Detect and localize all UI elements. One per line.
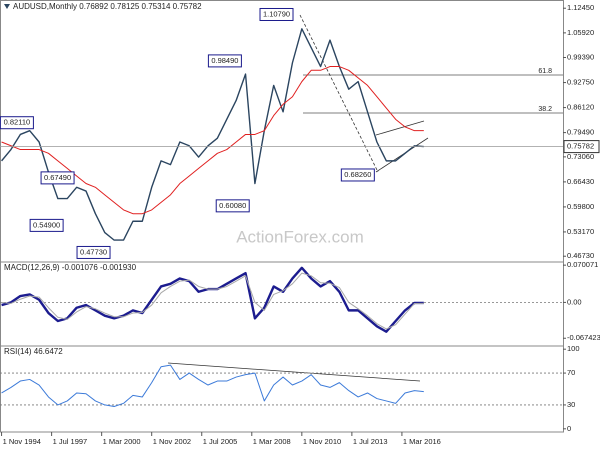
y-tick-label: 0.92750 bbox=[567, 78, 594, 87]
level-label: 0.54900 bbox=[33, 220, 60, 229]
x-tick-label: 1 Jul 2013 bbox=[353, 437, 388, 446]
level-label: 0.68260 bbox=[344, 170, 371, 179]
level-box bbox=[76, 245, 111, 259]
price-panel bbox=[0, 0, 564, 263]
level-label: 0.47730 bbox=[80, 247, 107, 256]
level-box bbox=[0, 116, 34, 130]
y-tick-label: 0.73060 bbox=[567, 152, 594, 161]
level-box bbox=[29, 218, 64, 232]
fib-label: 61.8 bbox=[538, 68, 552, 75]
watermark: ActionForex.com bbox=[236, 227, 364, 246]
series-line bbox=[1, 364, 424, 408]
macd-panel bbox=[0, 261, 564, 347]
y-tick-label: 70 bbox=[567, 368, 575, 377]
x-tick-label: 1 Mar 2016 bbox=[403, 437, 441, 446]
y-tick-label: 0.070071 bbox=[567, 260, 598, 269]
rsi-title: RSI(14) 46.6472 bbox=[4, 347, 63, 356]
level-box bbox=[215, 199, 250, 213]
y-tick-label: 30 bbox=[567, 400, 575, 409]
rsi-trend-line bbox=[167, 362, 421, 382]
chart-title: AUDUSD,Monthly 0.76892 0.78125 0.75314 0… bbox=[13, 2, 202, 11]
y-tick-label: 0.46730 bbox=[567, 251, 594, 260]
last-price-label: 0.75782 bbox=[567, 142, 594, 151]
y-tick-label: 0.53170 bbox=[567, 227, 594, 236]
level-label: 0.67490 bbox=[44, 173, 71, 182]
level-label: 0.82110 bbox=[4, 118, 31, 127]
macd-title: MACD(12,26,9) -0.001076 -0.001930 bbox=[4, 263, 137, 272]
y-tick-label: 1.05920 bbox=[567, 28, 594, 37]
level-label: 0.60080 bbox=[219, 201, 246, 210]
y-tick-label: 0.59800 bbox=[567, 202, 594, 211]
channel-line bbox=[375, 120, 425, 136]
series-line bbox=[1, 272, 424, 330]
fib-label: 38.2 bbox=[538, 106, 552, 113]
x-tick-label: 1 Mar 2008 bbox=[253, 437, 291, 446]
series-line bbox=[1, 28, 424, 241]
level-box bbox=[207, 54, 242, 68]
y-tick-label: 0 bbox=[567, 424, 571, 433]
series-line bbox=[1, 266, 424, 333]
title-icon bbox=[4, 4, 10, 9]
level-label: 0.98490 bbox=[211, 56, 238, 65]
y-tick-label: 0.00 bbox=[567, 297, 582, 306]
y-tick-label: 0.86120 bbox=[567, 103, 594, 112]
trend-line bbox=[299, 14, 379, 173]
y-tick-label: 100 bbox=[567, 344, 580, 353]
y-tick-label: 0.79490 bbox=[567, 128, 594, 137]
x-tick-label: 1 Mar 2000 bbox=[103, 437, 141, 446]
level-box bbox=[259, 7, 294, 21]
rsi-panel bbox=[0, 345, 564, 433]
x-tick-label: 1 Jul 2005 bbox=[203, 437, 238, 446]
y-tick-label: 0.66430 bbox=[567, 177, 594, 186]
y-tick-label: -0.067423 bbox=[567, 333, 600, 342]
level-box bbox=[340, 168, 375, 182]
x-tick-label: 1 Jul 1997 bbox=[53, 437, 88, 446]
x-tick-label: 1 Nov 2010 bbox=[303, 437, 341, 446]
y-tick-label: 0.99390 bbox=[567, 52, 594, 61]
x-tick-label: 1 Nov 2002 bbox=[153, 437, 191, 446]
y-tick-label: 1.12450 bbox=[567, 3, 594, 12]
level-box bbox=[40, 171, 75, 185]
x-tick-label: 1 Nov 1994 bbox=[3, 437, 41, 446]
level-label: 1.10790 bbox=[263, 9, 290, 18]
last-price-box bbox=[563, 140, 600, 154]
